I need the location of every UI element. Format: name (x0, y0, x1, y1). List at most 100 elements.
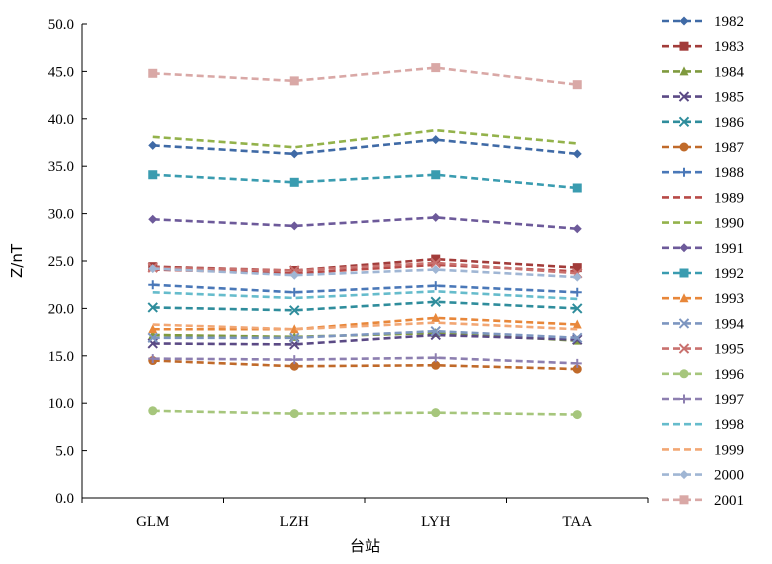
series-line (152, 329, 578, 340)
legend-label: 1986 (714, 115, 745, 131)
legend-swatch-marker (679, 268, 689, 278)
series-line (152, 356, 578, 365)
legend-label: 1985 (714, 90, 744, 106)
legend-label: 1993 (714, 291, 744, 307)
data-point (147, 302, 158, 313)
legend-label: 1999 (714, 442, 744, 458)
data-point (572, 287, 582, 297)
data-point (572, 263, 582, 273)
series-line (152, 359, 578, 371)
data-point (289, 409, 299, 419)
data-point (148, 68, 158, 78)
data-point (572, 332, 583, 343)
series-line (152, 261, 578, 275)
data-point (289, 287, 299, 297)
x-ticks: GLM LZH LYH TAA (81, 498, 649, 530)
series-2001 (148, 63, 582, 90)
data-point (431, 135, 441, 145)
data-point (431, 265, 441, 275)
series-line (152, 321, 578, 331)
data-point (572, 364, 582, 374)
data-point (289, 332, 300, 343)
legend-item-1993: 1993 (662, 291, 744, 307)
legend-item-1992: 1992 (662, 266, 744, 282)
data-point (289, 265, 300, 276)
data-point (572, 303, 583, 314)
data-point (430, 257, 441, 269)
legend-item-2001: 2001 (662, 493, 744, 509)
data-point (572, 410, 582, 420)
legend-swatch-marker (679, 293, 689, 303)
legend-swatch-marker (679, 142, 689, 152)
data-point (148, 170, 158, 180)
legend-item-1989: 1989 (662, 190, 744, 206)
legend-item-1994: 1994 (662, 316, 745, 332)
legend-swatch-marker (679, 369, 689, 379)
series-1996 (148, 406, 582, 420)
data-point (148, 280, 158, 290)
data-point (147, 332, 158, 343)
legend-label: 2000 (714, 468, 744, 484)
legend-swatch-marker (678, 318, 690, 329)
legend-label: 1982 (714, 14, 744, 30)
legend-swatch-marker (679, 41, 689, 51)
data-point (289, 355, 299, 365)
data-point (289, 149, 299, 159)
legend-label: 1989 (714, 190, 744, 206)
legend-swatch-marker (679, 470, 689, 480)
data-point (572, 358, 582, 368)
data-point (572, 80, 582, 90)
data-point (430, 296, 441, 307)
series-1998 (152, 290, 578, 301)
series-line (152, 333, 578, 346)
legend-item-1999: 1999 (662, 442, 744, 458)
series-1982 (148, 135, 582, 159)
legend-label: 1987 (714, 140, 745, 156)
x-tick-label: TAA (562, 514, 592, 530)
data-point (572, 224, 582, 234)
legend-item-1998: 1998 (662, 417, 744, 433)
legend-label: 1996 (714, 367, 745, 383)
data-point (289, 270, 299, 280)
y-tick-label: 15.0 (48, 349, 74, 365)
data-point (572, 272, 582, 282)
legend-label: 1995 (714, 342, 744, 358)
series-1999 (152, 321, 578, 331)
axes: 0.0 5.0 10.0 15.0 20.0 25.0 30.0 35.0 40.0 45.0 50… (48, 17, 649, 530)
data-point (289, 177, 299, 187)
legend-label: 1988 (714, 165, 744, 181)
legend-swatch-marker (679, 16, 689, 26)
data-point (148, 324, 158, 334)
x-tick-label: GLM (136, 514, 169, 530)
x-tick-label: LZH (280, 514, 309, 530)
legend-item-1985: 1985 (662, 90, 744, 106)
y-ticks: 0.0 5.0 10.0 15.0 20.0 25.0 30.0 35.0 40.0 45.0 50… (48, 17, 87, 507)
legend-item-1982: 1982 (662, 14, 744, 30)
legend: 1982 1983 1984 1985 1986 1987 1988 1989 1990 1991… (662, 14, 745, 509)
legend-swatch-marker (678, 91, 690, 102)
data-point (148, 140, 158, 150)
legend-label: 1997 (714, 392, 745, 408)
y-axis-title: Z/nT (8, 243, 26, 278)
legend-label: 1990 (714, 216, 744, 232)
data-point (572, 319, 582, 329)
y-tick-label: 40.0 (48, 112, 74, 128)
data-point (148, 406, 158, 416)
data-point (431, 408, 441, 418)
y-tick-label: 30.0 (48, 207, 74, 223)
x-axis-title: 台站 (350, 537, 380, 555)
legend-item-1991: 1991 (662, 241, 744, 257)
y-tick-label: 0.0 (55, 491, 74, 507)
series-line (152, 138, 578, 156)
x-tick-label: LYH (421, 514, 450, 530)
series-line (152, 300, 578, 312)
legend-item-1988: 1988 (662, 165, 744, 181)
data-point (431, 254, 441, 264)
legend-item-1996: 1996 (662, 367, 745, 383)
y-tick-label: 20.0 (48, 301, 74, 317)
data-point (289, 76, 299, 86)
data-point (572, 149, 582, 159)
y-tick-label: 35.0 (48, 159, 74, 175)
series-line (152, 66, 578, 86)
